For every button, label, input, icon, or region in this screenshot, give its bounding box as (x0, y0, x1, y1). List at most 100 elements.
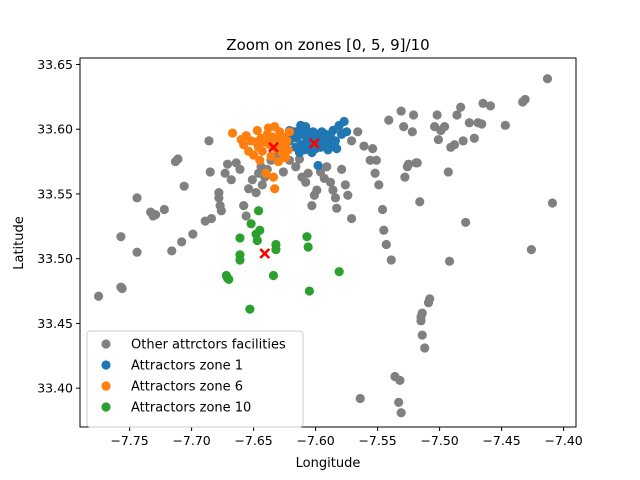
legend-marker (101, 360, 111, 370)
data-point (377, 204, 388, 215)
data-point (396, 106, 406, 116)
data-point (239, 201, 249, 211)
data-point (452, 110, 462, 120)
data-point (281, 153, 291, 163)
x-tick-label: −7.70 (172, 433, 210, 448)
data-point (444, 256, 455, 266)
data-point (245, 304, 255, 314)
data-point (456, 102, 466, 112)
data-point (261, 168, 271, 178)
data-point (266, 151, 276, 161)
x-tick-label: −7.45 (482, 433, 520, 448)
legend-marker (101, 381, 111, 391)
data-point (216, 206, 226, 216)
data-point (268, 270, 279, 281)
y-tick-label: 33.65 (37, 57, 73, 72)
data-point (404, 159, 414, 169)
data-point (167, 246, 177, 256)
x-tick-label: −7.75 (110, 433, 148, 448)
data-point (370, 168, 380, 178)
data-point (312, 185, 322, 195)
legend-label: Attractors zone 6 (131, 380, 243, 395)
data-point (214, 193, 224, 203)
centroid-marker (259, 248, 271, 259)
data-point (443, 167, 453, 177)
legend-label: Attractors zone 10 (131, 401, 251, 416)
data-point (547, 198, 558, 208)
series-4 (259, 138, 320, 259)
data-point (417, 330, 427, 340)
series-3 (221, 206, 344, 314)
data-point (271, 245, 281, 255)
data-point (226, 175, 236, 185)
data-point (353, 127, 363, 137)
data-point (439, 122, 450, 132)
data-point (132, 193, 142, 203)
data-point (342, 127, 352, 137)
data-point (222, 159, 233, 169)
data-point (235, 164, 245, 174)
data-point (500, 120, 510, 130)
data-point (542, 74, 553, 84)
data-point (395, 375, 405, 385)
data-point (179, 181, 189, 191)
data-point (464, 118, 474, 128)
data-point (257, 180, 267, 190)
data-point (339, 116, 349, 127)
data-point (332, 144, 342, 154)
data-point (220, 168, 230, 178)
data-point (330, 136, 341, 146)
data-point (244, 184, 254, 194)
data-point (330, 193, 341, 203)
data-point (478, 98, 488, 108)
data-point (257, 146, 267, 156)
data-point (151, 210, 161, 220)
data-point (384, 115, 394, 125)
data-point (177, 237, 187, 247)
x-tick-label: −7.50 (420, 433, 458, 448)
x-tick-label: −7.60 (296, 433, 334, 448)
data-point (159, 204, 169, 215)
data-point (346, 213, 357, 224)
data-point (381, 239, 391, 250)
data-point (235, 255, 245, 265)
legend: Other attrctors facilities Attractors zon… (86, 330, 304, 428)
data-point (116, 232, 126, 242)
data-point (396, 408, 406, 418)
data-point (255, 225, 265, 235)
legend-label: Attractors zone 1 (131, 359, 243, 374)
data-point (273, 156, 283, 167)
data-point (469, 133, 479, 143)
data-point (204, 136, 214, 146)
data-point (399, 122, 409, 132)
data-point (270, 184, 280, 194)
data-point (485, 101, 496, 111)
data-point (252, 125, 262, 136)
data-point (433, 134, 443, 145)
data-point (132, 247, 142, 257)
data-point (458, 136, 468, 146)
data-point (94, 291, 104, 301)
data-point (337, 164, 347, 174)
data-point (303, 242, 313, 252)
data-point (252, 235, 262, 246)
series-0 (94, 74, 558, 418)
data-point (227, 128, 238, 138)
data-point (340, 180, 350, 190)
axes: −7.75 −7.70 −7.65 −7.60 −7.55 −7.50 −7.45 −7.40… (37, 57, 583, 448)
data-point (247, 175, 257, 185)
y-tick-label: 33.45 (37, 316, 73, 331)
data-point (520, 94, 530, 105)
data-point (368, 144, 378, 154)
data-point (526, 245, 536, 255)
data-point (408, 110, 419, 120)
data-point (303, 168, 313, 178)
data-point (412, 158, 422, 168)
data-point (307, 201, 317, 211)
data-point (379, 225, 389, 235)
data-point (420, 343, 430, 353)
y-tick-label: 33.60 (37, 122, 73, 137)
y-axis-title: Latitude (12, 216, 27, 270)
data-point (255, 155, 265, 165)
